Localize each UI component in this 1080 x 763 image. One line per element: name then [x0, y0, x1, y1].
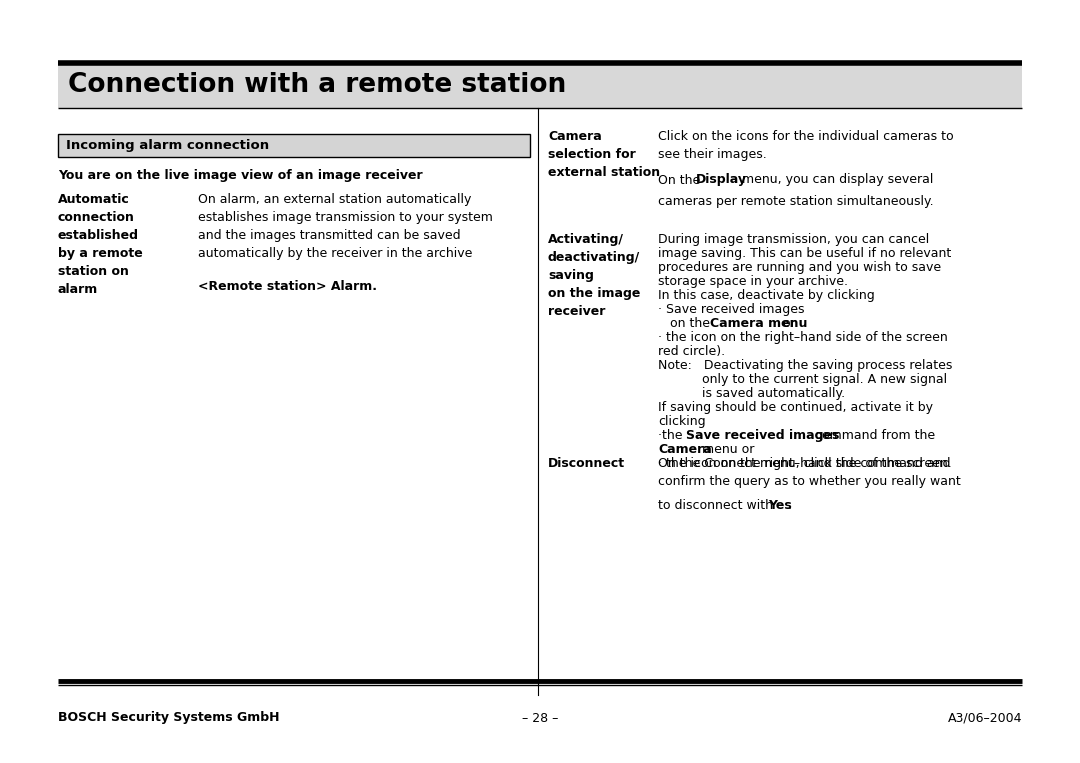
Text: menu, you can display several: menu, you can display several — [738, 173, 933, 186]
Text: Automatic
connection
established
by a remote
station on
alarm: Automatic connection established by a re… — [58, 193, 143, 296]
Text: menu or: menu or — [698, 443, 754, 456]
Text: is saved automatically.: is saved automatically. — [658, 387, 846, 400]
Text: to disconnect with: to disconnect with — [658, 499, 777, 512]
Text: In this case, deactivate by clicking: In this case, deactivate by clicking — [658, 289, 875, 302]
Text: On alarm, an external station automatically
establishes image transmission to yo: On alarm, an external station automatica… — [198, 193, 492, 260]
Text: Yes: Yes — [768, 499, 792, 512]
Text: Disconnect: Disconnect — [548, 457, 625, 470]
Text: storage space in your archive.: storage space in your archive. — [658, 275, 848, 288]
Text: · the icon on the right–hand side of the screen.: · the icon on the right–hand side of the… — [658, 457, 951, 470]
Text: A3/06–2004: A3/06–2004 — [947, 712, 1022, 725]
Text: only to the current signal. A new signal: only to the current signal. A new signal — [658, 373, 947, 386]
Text: Save received images: Save received images — [686, 429, 839, 442]
Text: Display: Display — [696, 173, 747, 186]
Text: on the: on the — [658, 317, 714, 330]
Text: Camera menu: Camera menu — [710, 317, 808, 330]
Text: or: or — [779, 317, 796, 330]
Text: .: . — [788, 499, 792, 512]
Text: On the Connect menu, click the command and
confirm the query as to whether you r: On the Connect menu, click the command a… — [658, 457, 961, 488]
Text: Note:   Deactivating the saving process relates: Note: Deactivating the saving process re… — [658, 359, 953, 372]
Bar — [58, 134, 530, 157]
Text: · Save received images: · Save received images — [658, 303, 805, 316]
Text: During image transmission, you can cancel: During image transmission, you can cance… — [658, 233, 929, 246]
Text: Click on the icons for the individual cameras to
see their images.: Click on the icons for the individual ca… — [658, 130, 954, 161]
Text: If saving should be continued, activate it by: If saving should be continued, activate … — [658, 401, 933, 414]
Text: procedures are running and you wish to save: procedures are running and you wish to s… — [658, 261, 941, 274]
Text: · the icon on the right–hand side of the screen: · the icon on the right–hand side of the… — [658, 331, 948, 344]
Text: Camera: Camera — [658, 443, 712, 456]
Text: BOSCH Security Systems GmbH: BOSCH Security Systems GmbH — [58, 712, 280, 725]
Text: clicking: clicking — [658, 415, 705, 428]
Text: image saving. This can be useful if no relevant: image saving. This can be useful if no r… — [658, 247, 951, 260]
Text: <Remote station> Alarm.: <Remote station> Alarm. — [198, 280, 377, 293]
Text: Activating/
deactivating/
saving
on the image
receiver: Activating/ deactivating/ saving on the … — [548, 233, 640, 318]
Text: Incoming alarm connection: Incoming alarm connection — [66, 139, 269, 152]
Text: You are on the live image view of an image receiver: You are on the live image view of an ima… — [58, 169, 422, 182]
Text: red circle).: red circle). — [658, 345, 725, 358]
Bar — [58, 63, 1022, 108]
Text: command from the: command from the — [811, 429, 935, 442]
Text: cameras per remote station simultaneously.: cameras per remote station simultaneousl… — [658, 195, 933, 208]
Text: On the: On the — [658, 173, 704, 186]
Text: Connection with a remote station: Connection with a remote station — [68, 72, 566, 98]
Text: ·the: ·the — [658, 429, 687, 442]
Text: Camera
selection for
external station: Camera selection for external station — [548, 130, 660, 179]
Text: – 28 –: – 28 – — [522, 712, 558, 725]
